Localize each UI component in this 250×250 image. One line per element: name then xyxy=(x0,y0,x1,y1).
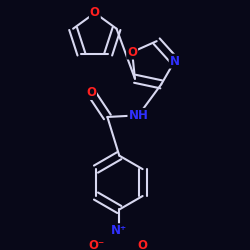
Text: N: N xyxy=(170,54,180,68)
Text: O: O xyxy=(86,86,96,99)
Text: O: O xyxy=(137,239,147,250)
Text: O⁻: O⁻ xyxy=(88,239,104,250)
Text: O: O xyxy=(90,6,100,20)
Text: NH: NH xyxy=(128,109,148,122)
Text: N⁺: N⁺ xyxy=(111,224,127,237)
Text: O: O xyxy=(127,46,137,59)
